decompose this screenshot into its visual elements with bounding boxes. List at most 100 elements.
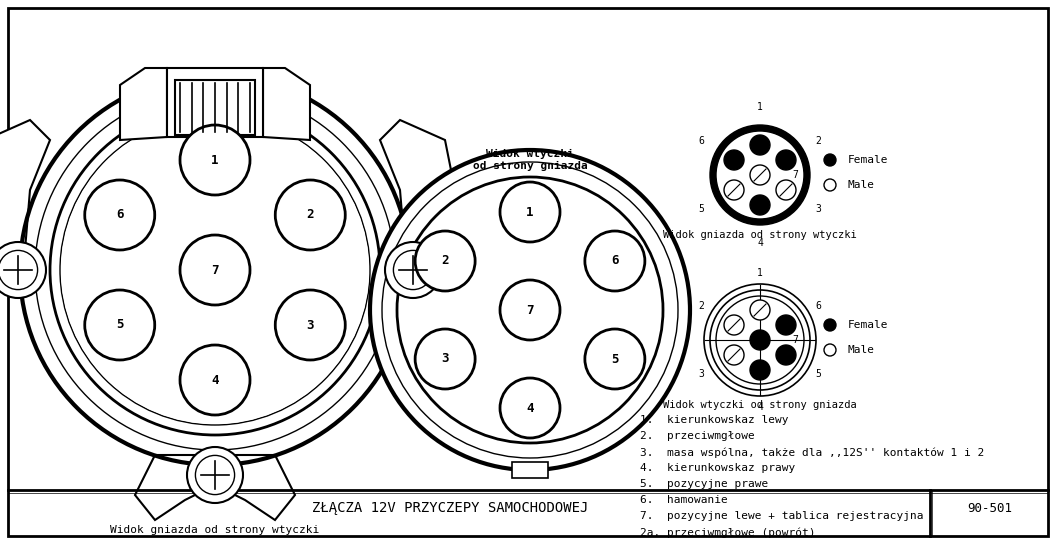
Circle shape <box>385 242 441 298</box>
Text: 1.  kierunkowskaz lewy: 1. kierunkowskaz lewy <box>640 415 789 425</box>
Circle shape <box>724 315 744 335</box>
Circle shape <box>710 290 810 390</box>
Circle shape <box>415 231 475 291</box>
Circle shape <box>776 150 796 170</box>
Bar <box>175 80 254 135</box>
Text: 4: 4 <box>757 238 762 248</box>
Circle shape <box>61 116 369 424</box>
Text: 4.  kierunkowskaz prawy: 4. kierunkowskaz prawy <box>640 463 795 473</box>
Circle shape <box>187 447 243 503</box>
Text: 3: 3 <box>815 204 822 214</box>
Text: 2: 2 <box>815 136 822 146</box>
Text: 5: 5 <box>699 204 704 214</box>
Text: ZŁĄCZA 12V PRZYCZEPY SAMOCHODOWEJ: ZŁĄCZA 12V PRZYCZEPY SAMOCHODOWEJ <box>312 501 588 515</box>
Text: 2a. przeciwmgłowe (powrót): 2a. przeciwmgłowe (powrót) <box>640 527 815 537</box>
Text: 4: 4 <box>211 374 219 386</box>
Text: 7.  pozycyjne lewe + tablica rejestracyjna: 7. pozycyjne lewe + tablica rejestracyjn… <box>640 511 924 521</box>
Circle shape <box>499 182 560 242</box>
Circle shape <box>824 154 836 166</box>
Text: 5: 5 <box>116 318 124 331</box>
Circle shape <box>776 180 796 200</box>
Text: 6.  hamowanie: 6. hamowanie <box>640 495 728 505</box>
Circle shape <box>750 165 770 185</box>
Circle shape <box>724 345 744 365</box>
Circle shape <box>276 180 345 250</box>
Text: 1: 1 <box>526 206 533 219</box>
Text: Widok wtyczki od strony gniazda: Widok wtyczki od strony gniazda <box>663 400 856 410</box>
Circle shape <box>397 177 663 443</box>
Circle shape <box>15 70 415 470</box>
Text: 7: 7 <box>211 263 219 276</box>
Text: Male: Male <box>848 180 875 190</box>
Circle shape <box>750 360 770 380</box>
Text: 7: 7 <box>792 170 798 180</box>
Circle shape <box>415 329 475 389</box>
Polygon shape <box>135 455 295 520</box>
Text: Widok gniazda od strony wtyczki: Widok gniazda od strony wtyczki <box>111 525 320 535</box>
Circle shape <box>750 330 770 350</box>
Text: 90-501: 90-501 <box>967 502 1013 515</box>
Text: 5: 5 <box>611 353 619 366</box>
Circle shape <box>0 242 46 298</box>
Circle shape <box>724 180 744 200</box>
Text: Male: Male <box>848 345 875 355</box>
Bar <box>167 68 263 137</box>
Text: 1: 1 <box>757 268 762 277</box>
Circle shape <box>180 125 250 195</box>
Text: 3: 3 <box>306 318 314 331</box>
Circle shape <box>499 280 560 340</box>
Text: 6: 6 <box>699 136 704 146</box>
Circle shape <box>776 345 796 365</box>
Text: 1: 1 <box>211 153 219 166</box>
Polygon shape <box>380 120 455 290</box>
Circle shape <box>394 250 433 289</box>
Bar <box>512 462 548 478</box>
Circle shape <box>750 300 770 320</box>
Circle shape <box>716 131 804 219</box>
Circle shape <box>499 378 560 438</box>
Polygon shape <box>263 68 310 140</box>
Text: 5: 5 <box>815 369 822 379</box>
Circle shape <box>180 235 250 305</box>
Text: 3.  masa wspólna, także dla ,,12S'' kontaktów 1 i 2: 3. masa wspólna, także dla ,,12S'' konta… <box>640 447 984 458</box>
Text: 6: 6 <box>116 208 124 221</box>
Text: 2.  przeciwmgłowe: 2. przeciwmgłowe <box>640 431 755 441</box>
Circle shape <box>824 319 836 331</box>
Circle shape <box>84 290 155 360</box>
Text: 4: 4 <box>526 401 533 415</box>
Text: 7: 7 <box>792 335 798 345</box>
Circle shape <box>824 179 836 191</box>
Circle shape <box>84 180 155 250</box>
Text: Widok gniazda od strony wtyczki: Widok gniazda od strony wtyczki <box>663 230 856 240</box>
Circle shape <box>0 250 38 289</box>
Text: Female: Female <box>848 155 888 165</box>
Circle shape <box>585 231 645 291</box>
Text: 4: 4 <box>757 403 762 412</box>
Circle shape <box>710 125 810 225</box>
Circle shape <box>750 195 770 215</box>
Circle shape <box>716 296 804 384</box>
Circle shape <box>180 345 250 415</box>
Text: 2: 2 <box>699 301 704 311</box>
Polygon shape <box>0 120 50 290</box>
Text: 3: 3 <box>441 353 449 366</box>
Text: 6: 6 <box>815 301 822 311</box>
Text: 7: 7 <box>526 304 533 317</box>
Circle shape <box>195 455 234 494</box>
Text: 2: 2 <box>441 255 449 268</box>
Text: 6: 6 <box>611 255 619 268</box>
Text: 1: 1 <box>757 102 762 113</box>
Text: 2: 2 <box>306 208 314 221</box>
Circle shape <box>276 290 345 360</box>
Circle shape <box>724 150 744 170</box>
Text: 3: 3 <box>699 369 704 379</box>
Circle shape <box>750 135 770 155</box>
Circle shape <box>370 150 690 470</box>
Circle shape <box>704 284 816 396</box>
Circle shape <box>824 344 836 356</box>
Circle shape <box>776 315 796 335</box>
Polygon shape <box>120 68 167 140</box>
Text: Widok wtyczki
od strony gniazda: Widok wtyczki od strony gniazda <box>473 149 587 171</box>
Circle shape <box>585 329 645 389</box>
Text: Female: Female <box>848 320 888 330</box>
